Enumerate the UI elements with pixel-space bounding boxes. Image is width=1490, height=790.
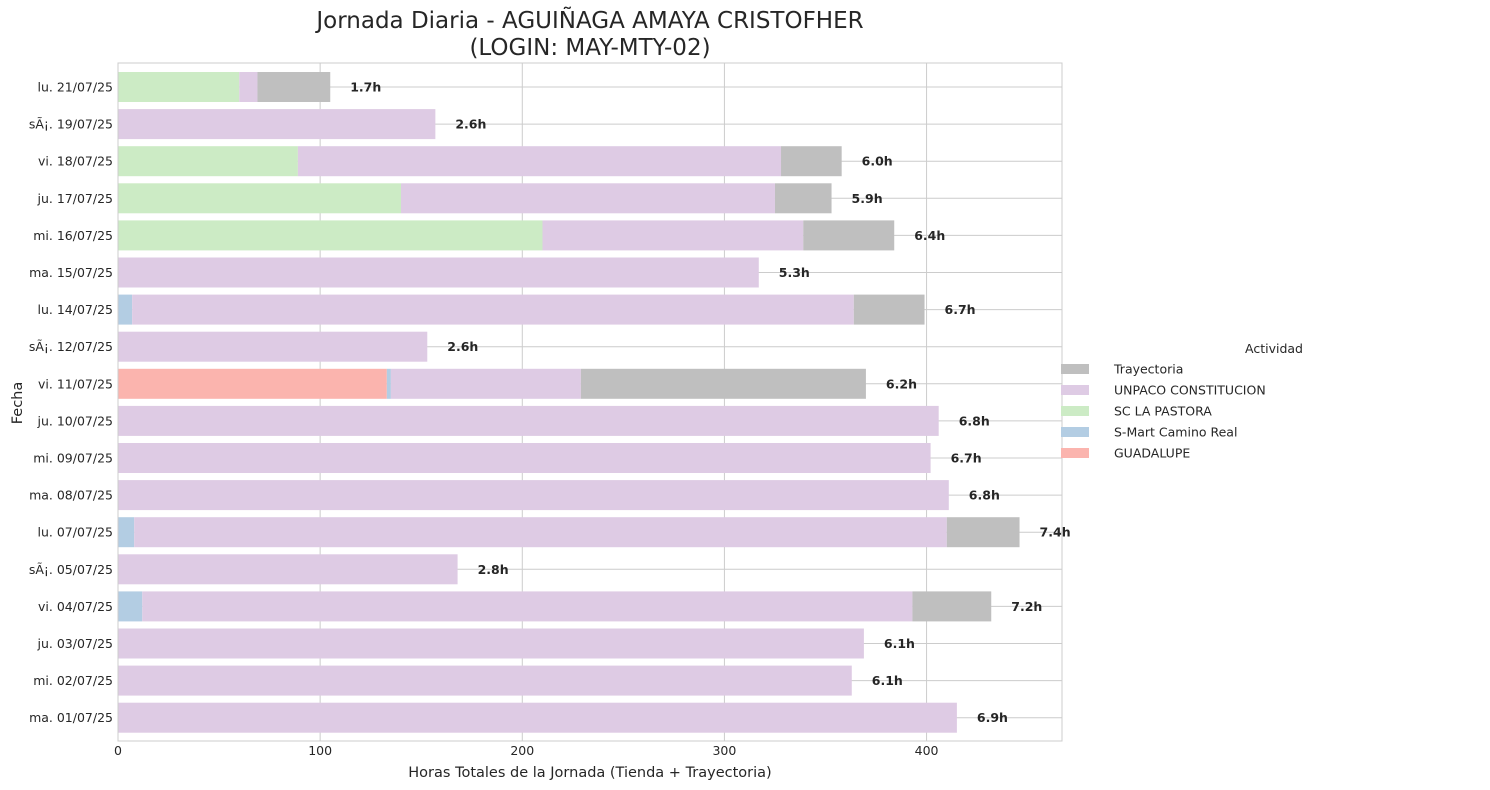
x-tick-labels: 0 100 200 300 400 bbox=[114, 743, 939, 758]
bar-segment bbox=[118, 443, 931, 473]
y-tick-label: vi. 11/07/25 bbox=[38, 376, 113, 391]
y-tick-labels: lu. 21/07/25 sÃ¡. 19/07/25 vi. 18/07/25 ju.… bbox=[29, 80, 113, 726]
legend-entry-label: GUADALUPE bbox=[1114, 446, 1190, 461]
bar-segment bbox=[118, 591, 143, 622]
bar-segment bbox=[118, 183, 401, 214]
bar-segment bbox=[118, 702, 957, 733]
bar-total-label: 6.1h bbox=[884, 636, 915, 651]
y-tick-label: lu. 07/07/25 bbox=[38, 525, 113, 540]
x-axis-label: Horas Totales de la Jornada (Tienda + Tr… bbox=[408, 765, 771, 781]
bar-total-label: 2.6h bbox=[455, 117, 486, 132]
chart-title-line-2: (LOGIN: MAY-MTY-02) bbox=[469, 35, 710, 61]
bar-segment bbox=[118, 405, 939, 436]
bar-segment bbox=[118, 480, 949, 511]
y-tick-label: ma. 01/07/25 bbox=[29, 710, 113, 725]
bar-segment bbox=[118, 554, 458, 585]
bar-segment bbox=[853, 294, 925, 325]
x-tick-label: 100 bbox=[308, 743, 332, 758]
y-tick-label: ju. 03/07/25 bbox=[37, 636, 113, 651]
bar-segment bbox=[118, 331, 428, 362]
bar-segment bbox=[386, 368, 391, 399]
chart-title-line-1: Jornada Diaria - AGUIÑAGA AMAYA CRISTOFH… bbox=[314, 6, 863, 34]
x-tick-label: 0 bbox=[114, 743, 122, 758]
bar-total-label: 6.9h bbox=[977, 710, 1008, 725]
bar-segment bbox=[118, 257, 759, 288]
legend-swatch bbox=[1061, 406, 1089, 416]
bar-segment bbox=[257, 72, 331, 102]
bar-total-label: 6.1h bbox=[872, 673, 903, 688]
y-tick-label: mi. 09/07/25 bbox=[33, 451, 113, 466]
y-tick-label: ju. 17/07/25 bbox=[37, 191, 113, 206]
bar-segment bbox=[118, 628, 864, 659]
bar-segment bbox=[803, 220, 895, 251]
plot-frame bbox=[117, 62, 1063, 742]
bar-total-label: 6.4h bbox=[914, 228, 945, 243]
y-axis-label: Fecha bbox=[10, 382, 26, 425]
bar-total-label: 7.2h bbox=[1011, 599, 1042, 614]
bar-segment bbox=[118, 72, 240, 102]
y-tick-label: sÃ¡. 19/07/25 bbox=[29, 117, 113, 132]
bar-segment bbox=[118, 146, 298, 177]
bar-total-label: 6.7h bbox=[945, 302, 976, 317]
bar-total-label: 6.8h bbox=[969, 488, 1000, 503]
bar-segment bbox=[118, 368, 387, 399]
y-tick-label: sÃ¡. 12/07/25 bbox=[29, 339, 113, 354]
legend-entry-label: UNPACO CONSTITUCION bbox=[1114, 383, 1266, 398]
bar-total-label: 6.0h bbox=[862, 154, 893, 169]
bar-segment bbox=[132, 294, 854, 325]
bar-total-label: 1.7h bbox=[350, 80, 381, 95]
bar-total-label: 5.3h bbox=[779, 265, 810, 280]
y-tick-label: ma. 15/07/25 bbox=[29, 265, 113, 280]
bar-total-label: 5.9h bbox=[852, 191, 883, 206]
bar-segment bbox=[912, 591, 992, 622]
y-tick-label: sÃ¡. 05/07/25 bbox=[29, 562, 113, 577]
legend-entry-label: SC LA PASTORA bbox=[1114, 404, 1212, 419]
bar-segment bbox=[297, 146, 782, 177]
legend-swatch bbox=[1061, 448, 1089, 458]
y-tick-label: vi. 18/07/25 bbox=[38, 154, 113, 169]
y-tick-label: mi. 16/07/25 bbox=[33, 228, 113, 243]
legend-swatch bbox=[1061, 364, 1089, 374]
x-tick-label: 400 bbox=[915, 743, 939, 758]
bar-segment bbox=[118, 294, 133, 325]
bar-total-label: 6.2h bbox=[886, 376, 917, 391]
bar-segment bbox=[239, 72, 258, 102]
y-tick-label: lu. 21/07/25 bbox=[38, 80, 113, 95]
bar-segment bbox=[946, 517, 1020, 548]
bar-total-label: 2.6h bbox=[447, 339, 478, 354]
legend-entry-label: S-Mart Camino Real bbox=[1114, 425, 1237, 440]
bar-segment bbox=[400, 183, 775, 214]
x-tick-label: 300 bbox=[712, 743, 736, 758]
y-tick-label: vi. 04/07/25 bbox=[38, 599, 113, 614]
legend-entry-label: Trayectoria bbox=[1113, 362, 1183, 377]
bar-total-label: 2.8h bbox=[478, 562, 509, 577]
bar-segment bbox=[142, 591, 913, 622]
bar-segment bbox=[134, 517, 947, 548]
legend-title: Actividad bbox=[1245, 341, 1303, 356]
legend: Actividad Trayectoria UNPACO CONSTITUCION… bbox=[1061, 341, 1303, 461]
bar-total-label: 6.8h bbox=[959, 413, 990, 428]
y-tick-label: lu. 14/07/25 bbox=[38, 302, 113, 317]
y-tick-label: ju. 10/07/25 bbox=[37, 413, 113, 428]
bar-segment bbox=[580, 368, 866, 399]
bar-segment bbox=[542, 220, 804, 251]
legend-swatch bbox=[1061, 427, 1089, 437]
data-labels: 1.7h 2.6h 6.0h 5.9h 6.4h 5.3h 6.7h 2.6h 6.2h 6.8h… bbox=[350, 80, 1070, 726]
bar-segment bbox=[118, 109, 436, 140]
bars bbox=[118, 72, 1020, 733]
bar-segment bbox=[118, 665, 852, 696]
bar-total-label: 6.7h bbox=[951, 451, 982, 466]
bar-segment bbox=[774, 183, 832, 214]
y-tick-label: mi. 02/07/25 bbox=[33, 673, 113, 688]
bar-segment bbox=[118, 220, 543, 251]
bar-segment bbox=[781, 146, 842, 177]
bar-total-label: 7.4h bbox=[1040, 525, 1071, 540]
bar-segment bbox=[118, 517, 135, 548]
x-tick-label: 200 bbox=[510, 743, 534, 758]
bar-segment bbox=[390, 368, 581, 399]
y-tick-label: ma. 08/07/25 bbox=[29, 488, 113, 503]
legend-swatch bbox=[1061, 385, 1089, 395]
